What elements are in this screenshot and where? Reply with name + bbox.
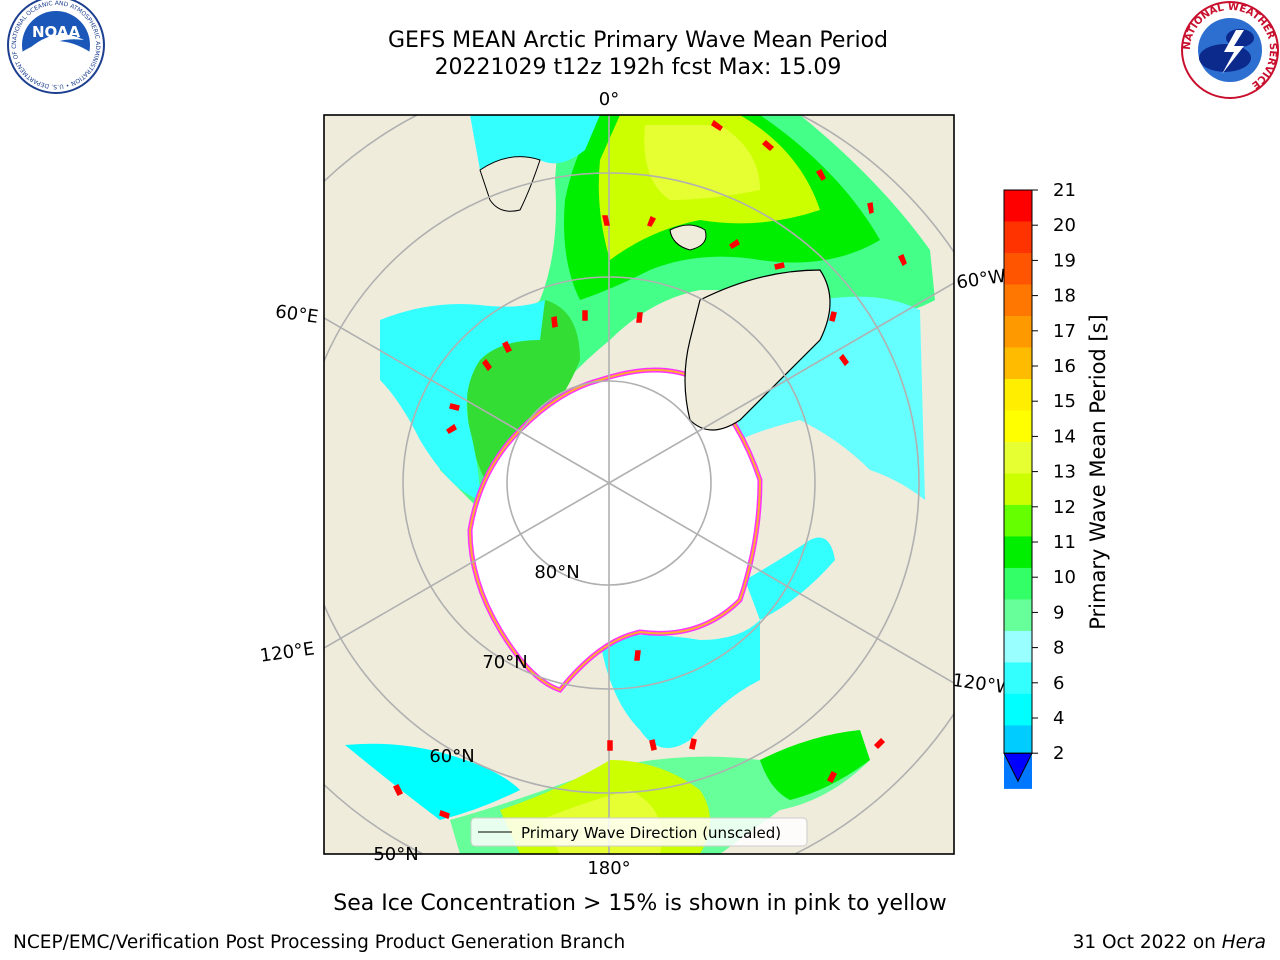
lat-label-70n: 70°N xyxy=(482,652,527,673)
chart-subtitle: 20221029 t12z 192h fcst Max: 15.09 xyxy=(434,55,842,80)
lon-label-120e: 120°E xyxy=(259,638,316,666)
lat-label-80n: 80°N xyxy=(534,562,579,583)
map-frame xyxy=(323,114,955,855)
colorbar-segment xyxy=(1004,567,1032,600)
colorbar-segment xyxy=(1004,190,1032,222)
colorbar-tick-label: 16 xyxy=(1053,356,1076,377)
lon-label-0: 0° xyxy=(599,89,619,110)
map-area xyxy=(324,115,954,854)
colorbar-segment xyxy=(1004,662,1032,695)
colorbar-tick-label: 6 xyxy=(1053,673,1064,694)
colorbar-tick-label: 14 xyxy=(1053,426,1076,447)
legend-label: Primary Wave Direction (unscaled) xyxy=(521,824,781,842)
colorbar-segment xyxy=(1004,504,1032,537)
lat-label-50n: 50°N xyxy=(373,844,418,865)
noaa-logo: NOAA NATIONAL OCEANIC AND ATMOSPHERIC AD… xyxy=(0,0,105,94)
colorbar-segment xyxy=(1004,536,1032,569)
colorbar-segment xyxy=(1004,378,1032,411)
nws-logo: NATIONAL WEATHER SERVICE xyxy=(1181,1,1279,99)
chart-title: GEFS MEAN Arctic Primary Wave Mean Perio… xyxy=(387,28,888,53)
noaa-logo-text: NOAA xyxy=(32,23,81,41)
colorbar: 21 20 19 18 17 16 15 14 13 12 11 10 9 8 6 4 2 xyxy=(1003,180,1076,789)
colorbar-tick-label: 21 xyxy=(1053,180,1076,201)
colorbar-segment xyxy=(1004,221,1032,254)
map-legend: Primary Wave Direction (unscaled) xyxy=(470,817,808,847)
graticule xyxy=(324,115,954,854)
colorbar-tick-label: 12 xyxy=(1053,497,1076,518)
colorbar-segment xyxy=(1004,630,1032,663)
colorbar-segment xyxy=(1004,473,1032,506)
svalbard xyxy=(669,224,707,251)
colorbar-tick-label: 8 xyxy=(1053,638,1064,659)
ice-caption: Sea Ice Concentration > 15% is shown in … xyxy=(333,891,947,916)
colorbar-tick-label: 11 xyxy=(1053,532,1076,553)
colorbar-tick-label: 20 xyxy=(1053,215,1076,236)
colorbar-segment xyxy=(1004,725,1032,758)
colorbar-segment xyxy=(1004,693,1032,726)
lon-label-60w: 60°W xyxy=(955,266,1007,294)
colorbar-tick-label: 2 xyxy=(1053,743,1064,764)
colorbar-tick-label: 15 xyxy=(1053,391,1076,412)
colorbar-tick-label: 10 xyxy=(1053,567,1076,588)
footer-date: 31 Oct 2022 on Hera xyxy=(1073,932,1266,953)
lon-label-180: 180° xyxy=(587,858,630,879)
colorbar-segment xyxy=(1004,315,1032,348)
colorbar-segment xyxy=(1004,252,1032,285)
wave-field-atlantic xyxy=(438,115,935,510)
colorbar-tick-label: 18 xyxy=(1053,286,1076,307)
colorbar-segment xyxy=(1004,347,1032,380)
colorbar-tick-label: 9 xyxy=(1053,602,1064,623)
footer-date-text: 31 Oct 2022 on xyxy=(1072,932,1222,953)
footer-host: Hera xyxy=(1221,932,1266,953)
colorbar-label: Primary Wave Mean Period [s] xyxy=(1086,314,1110,630)
colorbar-tick-label: 17 xyxy=(1053,321,1076,342)
colorbar-segment xyxy=(1004,441,1032,474)
colorbar-segment xyxy=(1004,410,1032,443)
colorbar-tick-label: 13 xyxy=(1053,462,1076,483)
colorbar-tick-label: 4 xyxy=(1053,708,1064,729)
colorbar-segment xyxy=(1004,284,1032,317)
scandinavia xyxy=(479,156,541,212)
wave-direction-arrows xyxy=(392,119,907,819)
colorbar-segment xyxy=(1004,599,1032,632)
lat-label-60n: 60°N xyxy=(429,746,474,767)
lon-label-60e: 60°E xyxy=(274,301,320,328)
footer-credit: NCEP/EMC/Verification Post Processing Pr… xyxy=(13,932,626,953)
colorbar-tick-label: 19 xyxy=(1053,250,1076,271)
